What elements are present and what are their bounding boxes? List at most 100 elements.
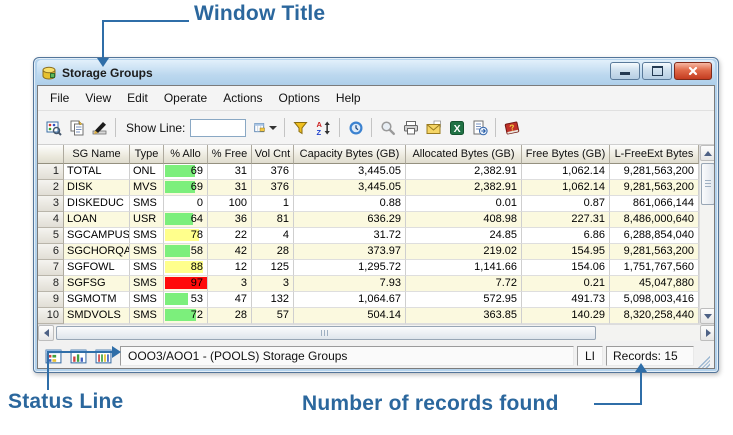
toolbar-separator xyxy=(284,118,285,137)
vertical-scroll-thumb[interactable] xyxy=(701,163,715,205)
allocated-cell: 2,382.91 xyxy=(406,164,522,180)
view-options-dropdown[interactable] xyxy=(251,116,280,139)
free-bytes-cell: 0.21 xyxy=(522,276,610,292)
help-button[interactable]: ? xyxy=(500,116,523,139)
maximize-button[interactable] xyxy=(642,62,672,80)
show-line-input[interactable] xyxy=(190,119,246,137)
table-row[interactable]: 9SGMOTMSMS53471321,064.67572.95491.735,0… xyxy=(38,292,715,308)
table-row[interactable]: 7SGFOWLSMS88121251,295.721,141.66154.061… xyxy=(38,260,715,276)
pct-allo-cell: 88 xyxy=(164,260,208,276)
status-indicator-cell: LI xyxy=(577,346,603,366)
allocated-cell: 2,382.91 xyxy=(406,180,522,196)
menu-bar: FileViewEditOperateActionsOptionsHelp xyxy=(38,86,714,111)
table-row[interactable]: 1TOTALONL69313763,445.052,382.911,062.14… xyxy=(38,164,715,180)
table-row[interactable]: 8SGFSGSMS97337.937.720.2145,047,880 xyxy=(38,276,715,292)
vol-cnt-cell: 376 xyxy=(252,164,294,180)
corner-header[interactable] xyxy=(38,145,64,164)
column-header[interactable]: Capacity Bytes (GB) xyxy=(294,145,406,164)
capacity-cell: 7.93 xyxy=(294,276,406,292)
column-header[interactable]: Free Bytes (GB) xyxy=(522,145,610,164)
menu-item-actions[interactable]: Actions xyxy=(215,88,270,108)
chart-view-button[interactable] xyxy=(67,347,89,366)
refresh-timer-button[interactable] xyxy=(344,116,367,139)
resize-grip[interactable] xyxy=(697,356,710,369)
table-row[interactable]: 2DISKMVS69313763,445.052,382.911,062.149… xyxy=(38,180,715,196)
row-number-cell: 1 xyxy=(38,164,64,180)
menu-item-operate[interactable]: Operate xyxy=(156,88,215,108)
pct-allo-value: 69 xyxy=(191,180,203,195)
row-number-cell: 9 xyxy=(38,292,64,308)
table-view-button[interactable] xyxy=(42,347,64,366)
zoom-button[interactable] xyxy=(376,116,399,139)
scroll-left-button[interactable] xyxy=(38,325,54,341)
menu-item-view[interactable]: View xyxy=(77,88,119,108)
capacity-cell: 373.97 xyxy=(294,244,406,260)
table-body: 1TOTALONL69313763,445.052,382.911,062.14… xyxy=(38,164,715,324)
minimize-button[interactable] xyxy=(610,62,640,80)
row-number-cell: 10 xyxy=(38,308,64,324)
toolbar-separator xyxy=(115,118,116,137)
table-row[interactable]: 10SMDVOLSSMS722857504.14363.85140.298,32… xyxy=(38,308,715,324)
copy-icon xyxy=(69,120,85,136)
app-icon xyxy=(41,65,57,81)
free-bytes-cell: 154.95 xyxy=(522,244,610,260)
allocated-cell: 363.85 xyxy=(406,308,522,324)
table-row[interactable]: 6SGCHORQASMS584228373.97219.02154.959,28… xyxy=(38,244,715,260)
scroll-up-button[interactable] xyxy=(700,145,715,161)
table-row[interactable]: 4LOANUSR643681636.29408.98227.318,486,00… xyxy=(38,212,715,228)
title-bar[interactable]: Storage Groups xyxy=(37,60,715,85)
edit-chart-button[interactable] xyxy=(88,116,111,139)
row-number-cell: 3 xyxy=(38,196,64,212)
report-view-button[interactable] xyxy=(92,347,114,366)
page: Window Title Status Line Number of recor… xyxy=(0,0,733,435)
export-excel-button[interactable]: X xyxy=(445,116,468,139)
pct-free-cell: 42 xyxy=(208,244,252,260)
column-header[interactable]: SG Name xyxy=(64,145,130,164)
vol-cnt-cell: 3 xyxy=(252,276,294,292)
menu-item-help[interactable]: Help xyxy=(328,88,369,108)
menu-item-edit[interactable]: Edit xyxy=(119,88,156,108)
toolbar-separator xyxy=(495,118,496,137)
column-header[interactable]: Type xyxy=(130,145,164,164)
column-header[interactable]: Vol Cnt xyxy=(252,145,294,164)
column-header[interactable]: Allocated Bytes (GB) xyxy=(406,145,522,164)
table-row[interactable]: 3DISKEDUCSMS010010.880.010.87861,066,144 xyxy=(38,196,715,212)
column-header[interactable]: % Allo xyxy=(164,145,208,164)
vol-cnt-cell: 81 xyxy=(252,212,294,228)
view-details-button[interactable] xyxy=(42,116,65,139)
menu-item-file[interactable]: File xyxy=(42,88,77,108)
status-line-callout-line xyxy=(47,351,113,353)
svg-text:Z: Z xyxy=(316,128,321,136)
capacity-cell: 3,445.05 xyxy=(294,180,406,196)
triangle-down-icon xyxy=(704,314,712,319)
arrow-down-icon xyxy=(97,58,109,67)
records-count-cell: Records: 15 xyxy=(606,346,694,366)
capacity-cell: 31.72 xyxy=(294,228,406,244)
email-button[interactable] xyxy=(422,116,445,139)
pct-allo-value: 78 xyxy=(191,228,203,243)
close-button[interactable] xyxy=(674,62,712,80)
capacity-cell: 1,295.72 xyxy=(294,260,406,276)
horizontal-scrollbar[interactable] xyxy=(38,324,715,341)
column-header[interactable]: L-FreeExt Bytes xyxy=(610,145,699,164)
vertical-scrollbar[interactable] xyxy=(699,145,715,324)
allocation-bar xyxy=(165,293,188,305)
pct-free-cell: 36 xyxy=(208,212,252,228)
copy-button[interactable] xyxy=(65,116,88,139)
horizontal-scroll-thumb[interactable] xyxy=(56,326,596,340)
table-row[interactable]: 5SGCAMPUSSMS7822431.7224.856.866,288,854… xyxy=(38,228,715,244)
vol-cnt-cell: 376 xyxy=(252,180,294,196)
scroll-down-button[interactable] xyxy=(700,308,715,324)
sort-button[interactable]: A Z xyxy=(312,116,335,139)
export-document-button[interactable] xyxy=(468,116,491,139)
menu-item-options[interactable]: Options xyxy=(271,88,328,108)
filter-button[interactable] xyxy=(289,116,312,139)
type-cell: SMS xyxy=(130,244,164,260)
print-button[interactable] xyxy=(399,116,422,139)
status-bar: OOO3/AOO1 - (POOLS) Storage Groups LI Re… xyxy=(38,341,714,369)
pct-allo-value: 0 xyxy=(197,196,203,211)
scroll-right-button[interactable] xyxy=(700,325,715,341)
pct-free-cell: 31 xyxy=(208,164,252,180)
l-freeext-cell: 5,098,003,416 xyxy=(610,292,699,308)
column-header[interactable]: % Free xyxy=(208,145,252,164)
